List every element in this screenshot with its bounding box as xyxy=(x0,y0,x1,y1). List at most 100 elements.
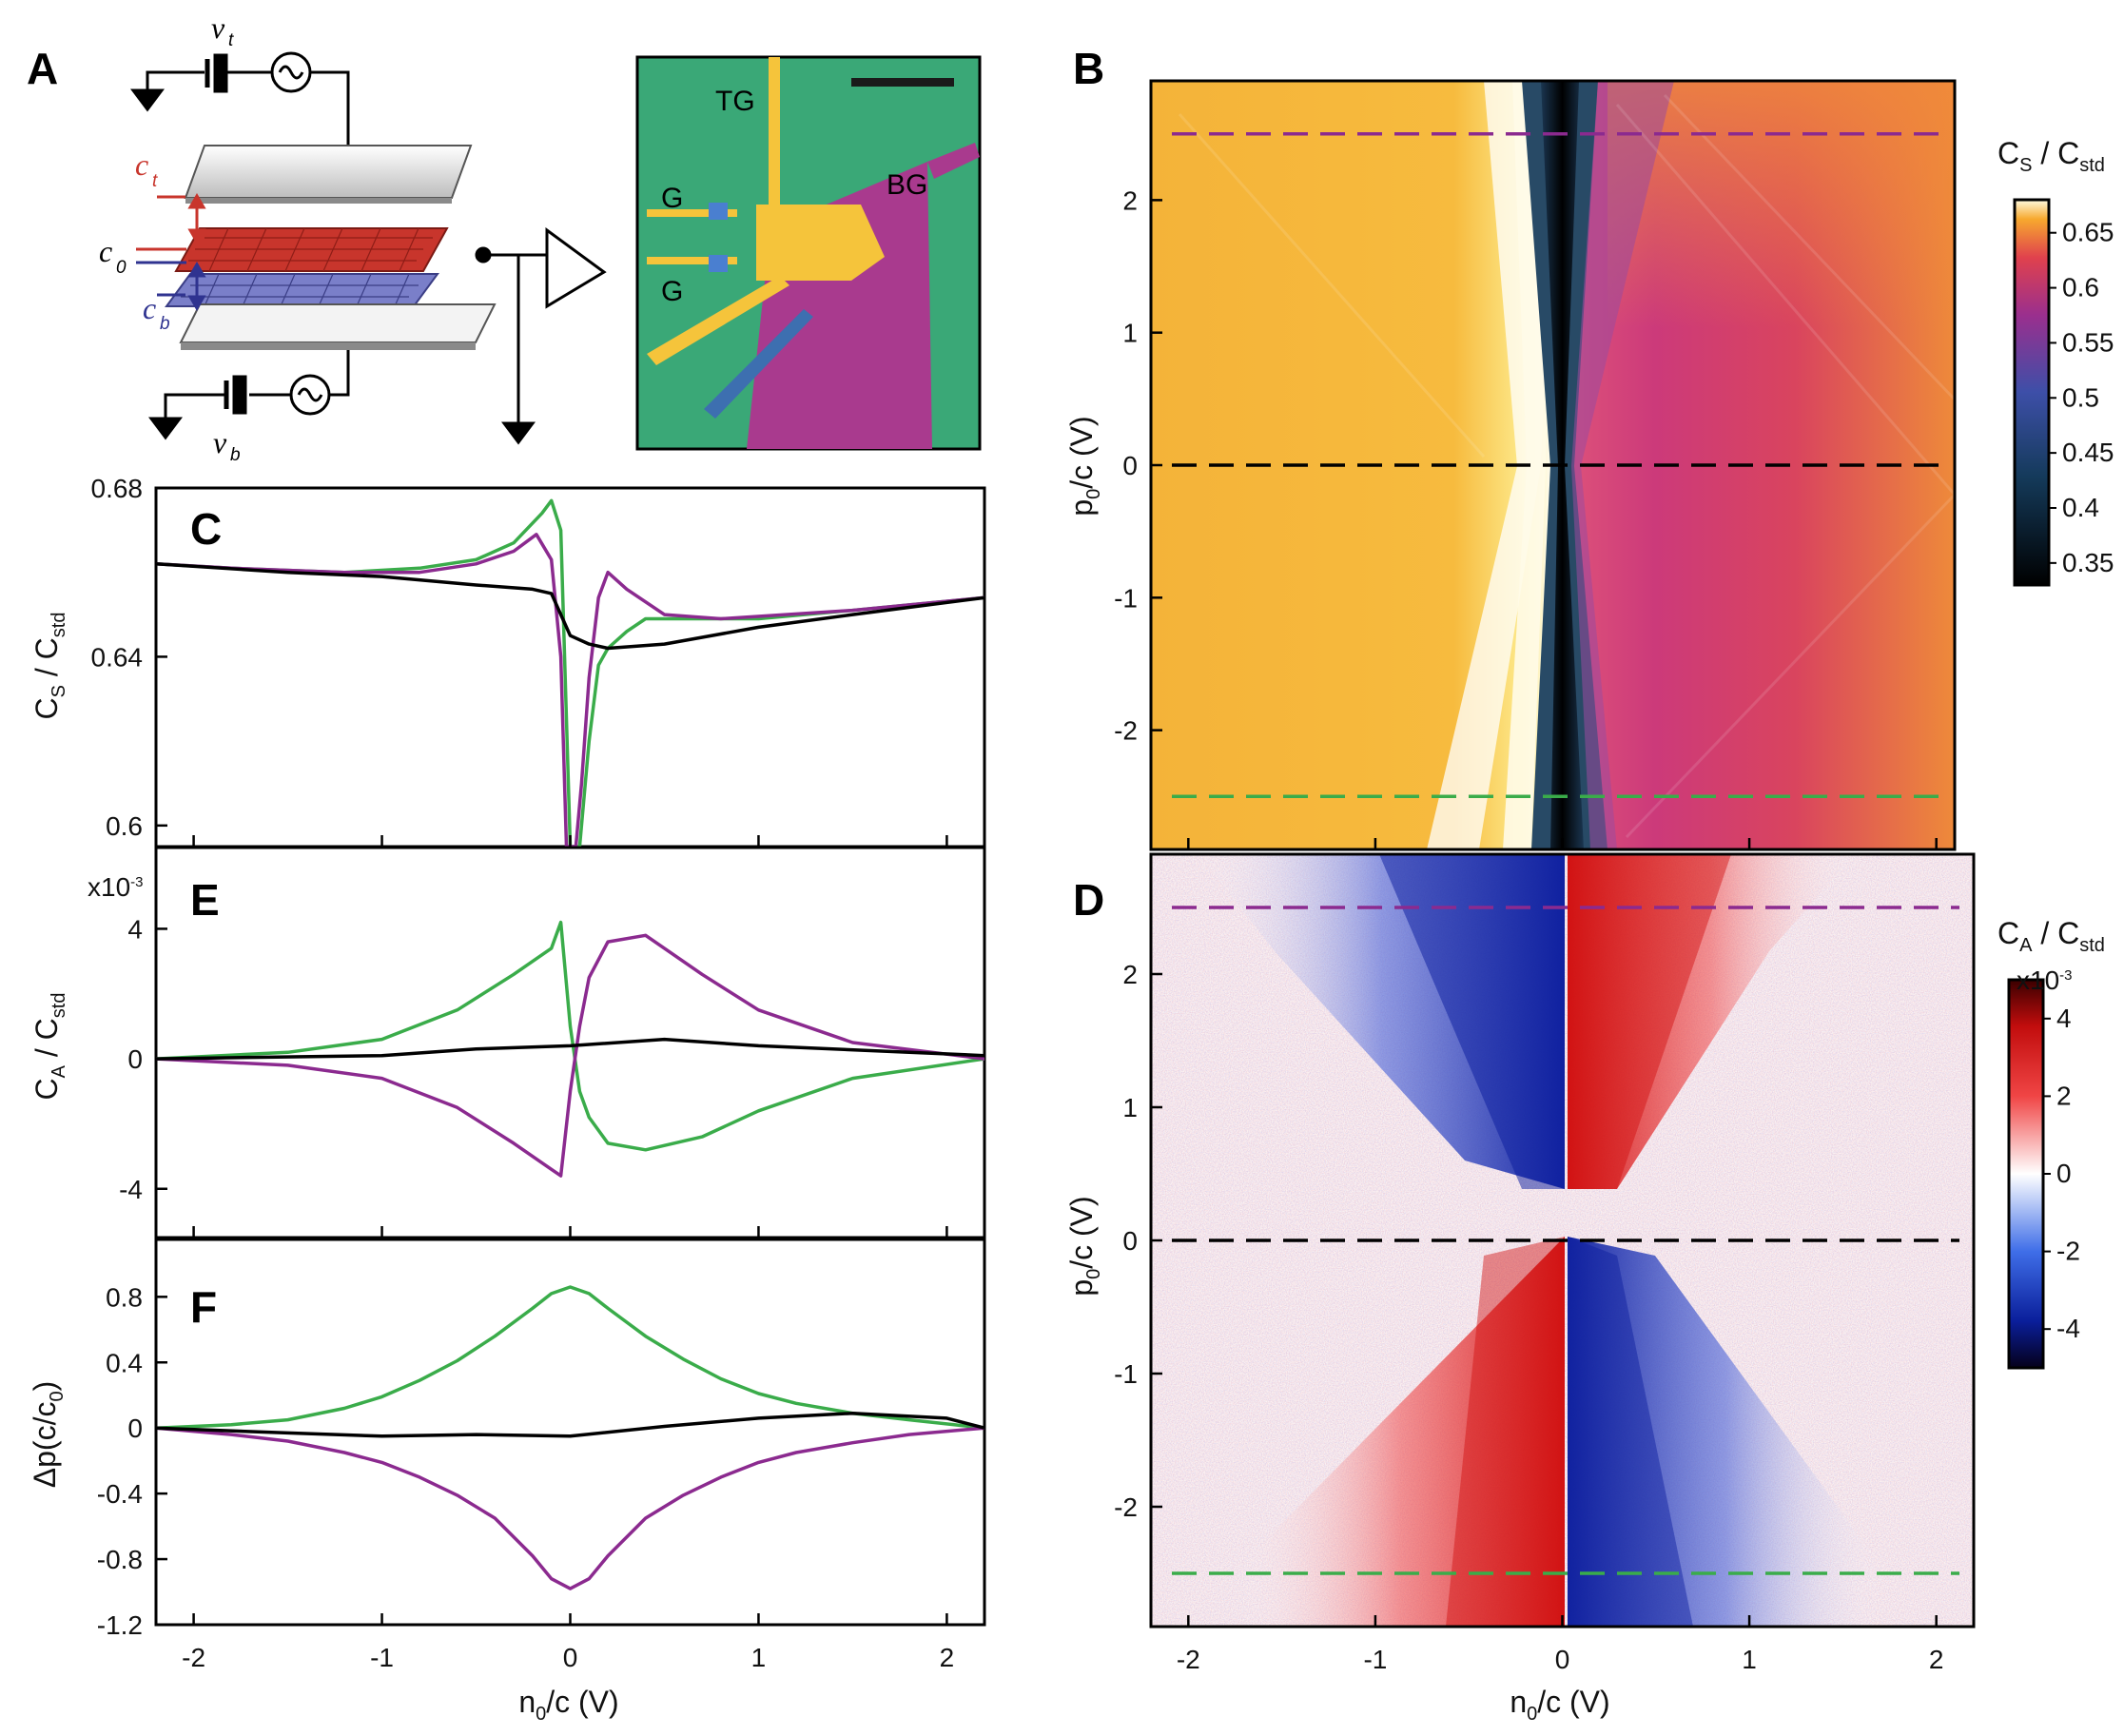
amplifier-circuit xyxy=(475,227,607,445)
xtick-label: 0 xyxy=(1555,1645,1570,1674)
chip-label-bg: BG xyxy=(887,169,927,201)
panel-e-yaxis: 4 0 -4 xyxy=(119,914,167,1204)
panel-c-linechart: C 0.68 0.64 0.6 CS / Cstd xyxy=(29,474,986,848)
right-xaxis-ticks: -2 -1 0 1 2 xyxy=(1177,838,1943,1674)
ytick-label: 0 xyxy=(127,1414,143,1443)
c0-label: c xyxy=(99,234,112,268)
panel-c-yaxis: 0.68 0.64 0.6 xyxy=(91,474,167,841)
panel-a-schematic: A v t xyxy=(27,10,982,465)
top-layer-lattice xyxy=(188,227,433,272)
left-xaxis-label: n0/c (V) xyxy=(518,1685,618,1725)
xtick-label: 1 xyxy=(751,1643,767,1672)
panel-e-linechart: E x10-3 4 0 -4 CA / Cstd xyxy=(29,846,986,1239)
panel-d-dashed-lines xyxy=(1172,906,1959,1575)
series-line-green xyxy=(156,1285,984,1430)
cb-label: c xyxy=(143,291,156,325)
heatmap-b-streaks xyxy=(1178,93,1955,839)
colorbar-tick-label: 0.4 xyxy=(2062,493,2099,522)
panel-b-yaxis: 2 1 0 -1 -2 xyxy=(1114,185,1162,746)
series-line-purple xyxy=(156,933,984,1178)
panel-b-colorbar xyxy=(2013,198,2051,587)
bottom-gate-circuit xyxy=(148,350,350,440)
panel-f-series xyxy=(156,1285,984,1590)
ytick-label: -2 xyxy=(1114,716,1138,746)
xtick-label: 0 xyxy=(563,1643,578,1672)
colorbar-tick-label: 4 xyxy=(2056,1004,2072,1033)
colorbar-tick-label: 0.35 xyxy=(2062,548,2114,577)
ytick-label: 0.64 xyxy=(91,642,144,672)
ct-subscript: t xyxy=(152,171,158,191)
colorbar-tick-label: -2 xyxy=(2056,1237,2080,1266)
cb-marker xyxy=(157,262,206,311)
series-line-black xyxy=(156,1037,984,1061)
ytick-label: 4 xyxy=(127,914,143,944)
ytick-label: 0.4 xyxy=(106,1348,143,1377)
xtick-label: -1 xyxy=(370,1643,394,1672)
panel-f-yaxis: 0.8 0.4 0 -0.4 -0.8 -1.2 xyxy=(97,1282,167,1640)
ct-label: c xyxy=(135,147,148,182)
ytick-label: 0 xyxy=(127,1044,143,1074)
colorbar-tick-label: 2 xyxy=(2056,1081,2072,1110)
vt-label: v xyxy=(211,10,225,45)
ytick-label: 1 xyxy=(1122,319,1138,348)
ytick-label: -0.8 xyxy=(97,1545,143,1574)
series-line-black xyxy=(156,1411,984,1438)
panel-label-b: B xyxy=(1073,44,1104,93)
xtick-label: 1 xyxy=(1742,1645,1757,1674)
panel-label-a: A xyxy=(27,44,58,93)
panel-e-exponent: x10-3 xyxy=(88,872,144,902)
ytick-label: -1.2 xyxy=(97,1610,143,1640)
c0-marker xyxy=(136,247,186,264)
colorbar-tick-label: 0.45 xyxy=(2062,438,2114,467)
panel-d-colorbar-ticks: 4 2 0 -2 -4 xyxy=(2043,1004,2080,1343)
ytick-label: 1 xyxy=(1122,1093,1138,1122)
device-micrograph xyxy=(635,55,982,451)
right-xaxis-label: n0/c (V) xyxy=(1510,1685,1609,1725)
xtick-label: -2 xyxy=(182,1643,205,1672)
panel-b-colorbar-label: CS / Cstd xyxy=(1997,136,2105,176)
cb-subscript: b xyxy=(160,314,170,334)
panel-label-c: C xyxy=(190,504,222,554)
bottom-gate-plate-edge xyxy=(181,342,476,350)
ytick-label: -4 xyxy=(119,1175,143,1204)
panel-d-colorbar-exponent: x10-3 xyxy=(2017,966,2073,995)
panel-b-dashed-lines xyxy=(1172,131,1940,799)
panel-b-heatmap: B 2 1 0 -1 -2 p0/c (V) 0.65 0.6 0.55 0.5 0.45 0.4 xyxy=(1064,44,2114,851)
ytick-label: -2 xyxy=(1114,1492,1138,1522)
c0-subscript: 0 xyxy=(116,258,127,278)
ytick-label: 0 xyxy=(1122,1226,1138,1256)
vt-subscript: t xyxy=(228,30,234,50)
colorbar-tick-label: 0.55 xyxy=(2062,327,2114,357)
ytick-label: 0 xyxy=(1122,451,1138,480)
top-gate-plate xyxy=(184,145,473,199)
panel-d-colorbar-label: CA / Cstd xyxy=(1997,916,2105,956)
panel-f-linechart: F 0.8 0.4 0 -0.4 -0.8 -1.2 Δp(c/c0) xyxy=(28,1238,986,1640)
panel-b-ylabel: p0/c (V) xyxy=(1064,416,1104,516)
ytick-label: 2 xyxy=(1122,960,1138,989)
ytick-label: 0.6 xyxy=(106,811,143,841)
xtick-label: 2 xyxy=(940,1643,955,1672)
colorbar-tick-label: 0.65 xyxy=(2062,218,2114,247)
xtick-label: -2 xyxy=(1177,1645,1200,1674)
panel-c-ylabel: CS / Cstd xyxy=(29,613,69,720)
xtick-label: -1 xyxy=(1363,1645,1387,1674)
series-line-green xyxy=(156,920,984,1152)
ytick-label: 2 xyxy=(1122,185,1138,215)
top-gate-plate-edge xyxy=(185,198,452,204)
chip-label-g2: G xyxy=(661,276,683,307)
series-line-purple xyxy=(156,533,984,847)
left-xaxis-ticks: -2 -1 0 1 2 xyxy=(182,835,954,1672)
bottom-layer-lattice xyxy=(181,273,419,307)
panel-f-ylabel: Δp(c/c0) xyxy=(28,1381,68,1489)
panel-label-e: E xyxy=(190,875,220,925)
panel-d-heatmap: D 2 1 0 -1 -2 p0/c (V) 4 2 0 -2 -4 CA / Cstd x10… xyxy=(1064,852,2105,1629)
ytick-label: 0.8 xyxy=(106,1282,143,1312)
panel-e-series xyxy=(156,920,984,1178)
ytick-label: -0.4 xyxy=(97,1479,143,1509)
colorbar-tick-label: 0.5 xyxy=(2062,382,2099,412)
ytick-label: -1 xyxy=(1114,1359,1138,1389)
series-line-black xyxy=(156,562,984,651)
panel-d-yaxis: 2 1 0 -1 -2 xyxy=(1114,960,1162,1522)
vb-subscript: b xyxy=(230,445,241,465)
